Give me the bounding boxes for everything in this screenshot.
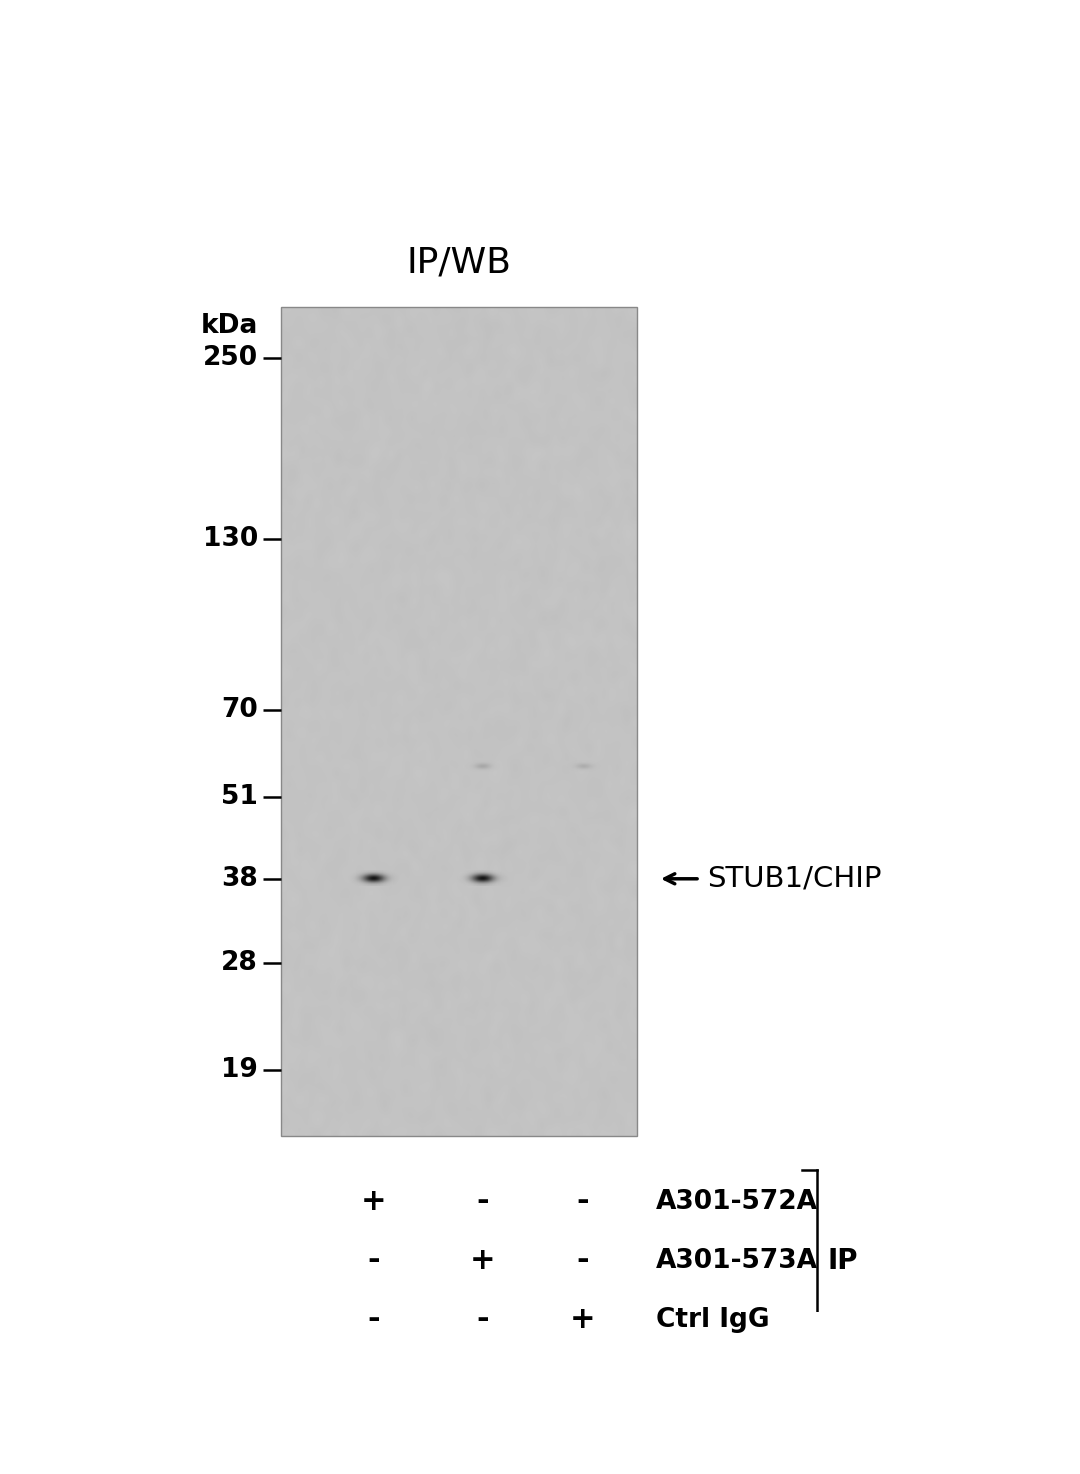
Text: IP/WB: IP/WB	[407, 245, 512, 279]
Bar	[282, 308, 637, 1136]
Text: -: -	[367, 1247, 380, 1275]
Text: 250: 250	[203, 345, 258, 371]
Text: 19: 19	[221, 1057, 258, 1083]
Text: Ctrl IgG: Ctrl IgG	[656, 1307, 769, 1332]
Text: 51: 51	[221, 784, 258, 811]
Text: 130: 130	[203, 526, 258, 551]
Text: 70: 70	[221, 697, 258, 722]
Text: IP: IP	[827, 1247, 858, 1275]
Text: +: +	[570, 1306, 595, 1334]
Text: +: +	[361, 1187, 387, 1216]
Text: 28: 28	[221, 951, 258, 976]
Text: +: +	[470, 1247, 495, 1275]
Text: -: -	[476, 1306, 488, 1334]
Text: A301-573A: A301-573A	[656, 1248, 818, 1274]
Text: -: -	[577, 1247, 589, 1275]
Text: -: -	[476, 1187, 488, 1216]
Text: 38: 38	[221, 865, 258, 892]
Text: -: -	[577, 1187, 589, 1216]
Text: A301-572A: A301-572A	[656, 1188, 818, 1215]
Text: STUB1/CHIP: STUB1/CHIP	[706, 865, 881, 893]
Text: -: -	[367, 1306, 380, 1334]
Text: kDa: kDa	[201, 312, 258, 339]
